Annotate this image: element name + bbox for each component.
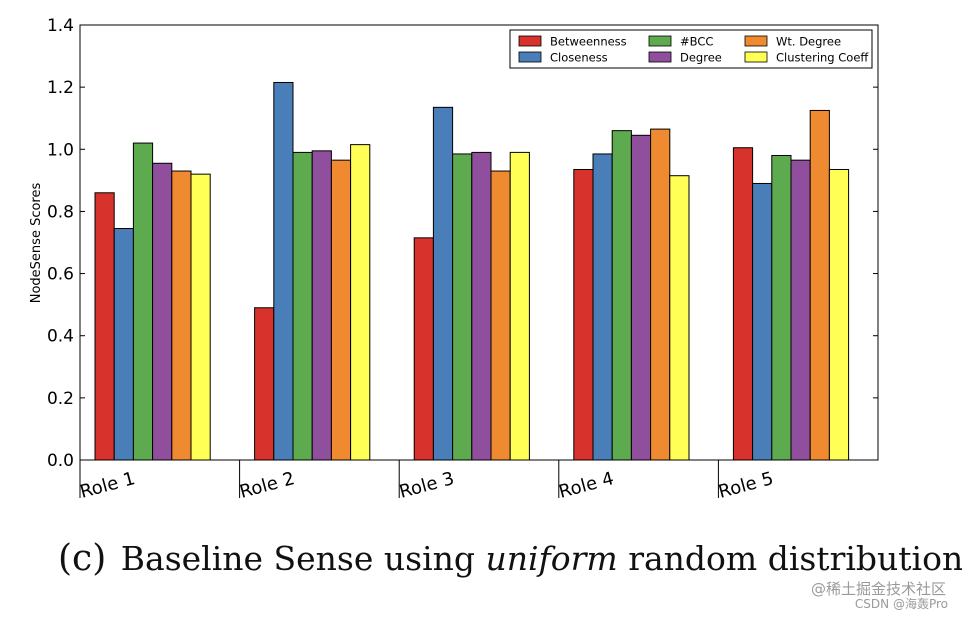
bar [330,159,352,461]
bar [771,155,792,461]
watermark-juejin: @稀土掘金技术社区 [810,580,946,598]
bar [254,307,275,461]
x-tick-label: Role 3 [397,468,456,503]
bar [94,192,115,461]
bar [452,153,473,461]
bar [311,150,332,461]
y-tick-label: 0.0 [47,451,74,471]
caption-text-italic: uniform [485,539,618,578]
legend-label: #BCC [680,35,713,49]
y-tick-label: 0.4 [47,327,74,347]
bar [490,170,511,461]
y-axis-label: NodeSense Scores [29,183,44,304]
legend-box [509,29,873,69]
bar [790,159,811,461]
bar [611,130,632,461]
legend-label: Closeness [550,51,608,65]
legend-swatch [648,35,672,47]
caption-text-after: random distribution [628,539,962,578]
bar [132,142,154,461]
bar [828,168,850,461]
x-tick-label: Role 5 [716,468,775,503]
bar [809,109,830,461]
x-tick-label: Role 4 [557,468,616,503]
bar [592,153,613,461]
bar [432,106,454,461]
caption-tag: (c) [58,538,107,579]
bar [413,237,434,461]
legend-label: Betweenness [550,35,627,49]
bar [350,144,371,461]
legend-swatch [744,35,768,47]
y-tick-label: 1.0 [47,140,74,160]
legend-label: Wt. Degree [776,35,841,49]
y-tick-label: 0.2 [47,389,74,409]
bar [273,81,294,461]
bar [171,170,192,461]
bar [471,151,492,461]
bar-chart: 0.0 0.2 0.4 0.6 0.8 1.0 1.2 1.4 Role 1 Role 2 Role… [29,16,879,503]
legend-swatch [518,35,542,47]
bar [650,128,671,461]
x-tick-label: Role 2 [237,468,296,503]
legend-label: Degree [680,51,722,65]
bar [752,182,773,461]
bar [669,175,690,461]
caption-text-before: Baseline Sense using [120,539,475,578]
y-tick-label: 0.8 [47,202,74,222]
y-tick-label: 1.2 [47,78,74,98]
legend-label: Clustering Coeff [776,51,869,65]
y-tick-label: 1.4 [47,16,74,36]
chart-legend: Betweenness Closeness #BCC Degree Wt. Degree… [509,29,873,69]
bar [292,151,313,461]
legend-swatch [648,51,672,63]
bar [113,228,134,461]
figure-caption: (c) Baseline Sense using uniform random … [58,538,962,579]
bar-series [94,81,850,461]
x-tick-label: Role 1 [78,468,137,503]
legend-swatch [518,51,542,63]
bar [509,151,530,461]
bar [152,162,173,461]
bar [732,147,754,461]
bar [630,134,652,461]
legend-swatch [744,51,768,63]
y-tick-label: 0.6 [47,265,74,285]
bar [190,173,211,461]
bar [573,168,594,461]
watermark-csdn: CSDN @海轰Pro [854,597,948,611]
